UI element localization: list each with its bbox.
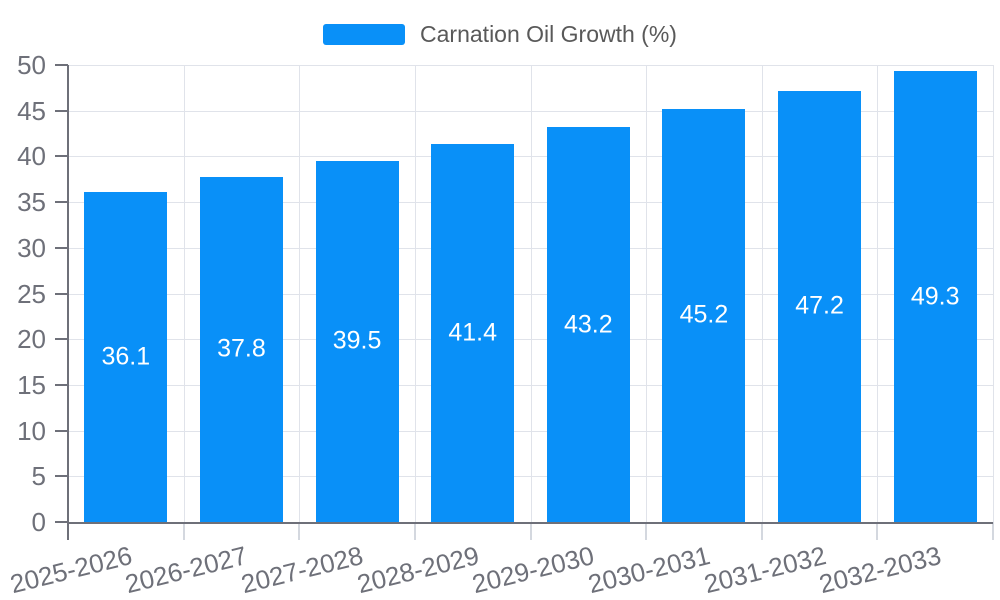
x-tick <box>645 522 648 540</box>
v-gridline <box>414 65 416 522</box>
bar[interactable]: 41.4 <box>431 143 515 522</box>
y-axis-label: 35 <box>17 187 46 218</box>
bar[interactable]: 47.2 <box>778 90 862 522</box>
x-tick <box>529 522 532 540</box>
y-tick <box>55 109 68 112</box>
x-tick <box>876 522 879 540</box>
x-tick <box>413 522 416 540</box>
y-axis-label: 20 <box>17 324 46 355</box>
bar-value-label: 43.2 <box>563 310 613 339</box>
bar-value-label: 49.3 <box>910 282 960 311</box>
y-tick <box>55 521 68 523</box>
bar-value-label: 45.2 <box>679 300 729 329</box>
bar[interactable]: 45.2 <box>662 108 746 522</box>
x-tick <box>182 522 185 540</box>
v-gridline <box>183 65 185 522</box>
bar-value-label: 36.1 <box>101 342 151 371</box>
y-axis-label: 45 <box>17 95 46 126</box>
v-gridline <box>530 65 532 522</box>
bar-value-label: 37.8 <box>217 334 266 363</box>
x-tick <box>298 522 301 540</box>
y-axis-label: 40 <box>17 141 46 172</box>
y-tick <box>55 338 68 341</box>
v-gridline <box>646 65 648 522</box>
y-axis-label: 5 <box>31 461 46 492</box>
bar[interactable]: 39.5 <box>315 160 399 522</box>
bar-value-label: 41.4 <box>448 318 498 347</box>
bar[interactable]: 43.2 <box>546 127 630 522</box>
x-tick <box>992 522 994 540</box>
y-axis-label: 15 <box>17 369 46 400</box>
v-gridline <box>877 65 879 522</box>
y-axis-label: 30 <box>17 232 46 263</box>
bar-value-label: 39.5 <box>332 326 382 355</box>
y-tick <box>55 64 68 66</box>
v-gridline <box>761 65 763 522</box>
y-axis-label: 10 <box>17 415 46 446</box>
y-tick <box>55 383 68 386</box>
v-gridline <box>993 65 994 522</box>
plot-area: 0 5 10 15 20 25 30 35 40 45 50 36.1 37.8 39.5 41.4 43.2… <box>7 51 994 599</box>
y-tick <box>55 429 68 432</box>
y-axis-label: 25 <box>17 278 46 309</box>
y-tick <box>55 246 68 249</box>
legend[interactable]: Carnation Oil Growth (%) <box>0 20 1000 48</box>
y-tick <box>55 201 68 204</box>
legend-swatch[interactable] <box>323 23 406 45</box>
legend-label[interactable]: Carnation Oil Growth (%) <box>420 20 677 47</box>
y-tick <box>55 292 68 295</box>
y-tick <box>55 475 68 478</box>
bar[interactable]: 49.3 <box>893 71 977 522</box>
bar-value-label: 47.2 <box>795 291 844 320</box>
y-axis-label: 0 <box>31 507 46 537</box>
bar[interactable]: 37.8 <box>199 176 283 522</box>
y-tick <box>55 155 68 158</box>
x-tick <box>760 522 763 540</box>
bar[interactable]: 36.1 <box>84 192 168 522</box>
v-gridline <box>299 65 301 522</box>
y-axis-label: 50 <box>17 50 46 80</box>
y-axis-line <box>67 65 69 540</box>
x-axis-line <box>68 522 993 524</box>
